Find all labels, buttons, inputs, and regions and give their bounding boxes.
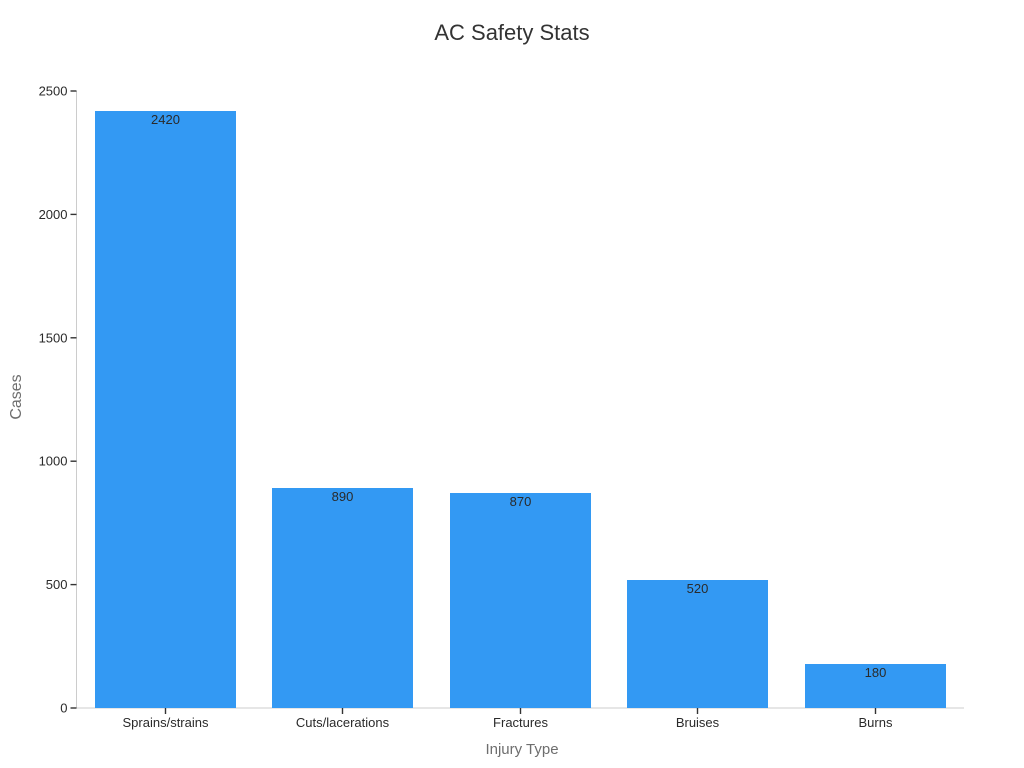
svg-text:1500: 1500	[39, 330, 68, 345]
svg-text:2000: 2000	[39, 207, 68, 222]
svg-text:Injury Type: Injury Type	[485, 741, 558, 758]
svg-text:890: 890	[332, 489, 354, 504]
svg-text:0: 0	[60, 701, 67, 716]
svg-text:Cuts/lacerations: Cuts/lacerations	[296, 715, 390, 730]
svg-text:2420: 2420	[151, 112, 180, 127]
svg-text:180: 180	[865, 665, 887, 680]
svg-text:Fractures: Fractures	[493, 715, 548, 730]
svg-text:1000: 1000	[39, 454, 68, 469]
svg-text:2500: 2500	[39, 84, 68, 99]
svg-text:520: 520	[687, 581, 709, 596]
svg-text:Burns: Burns	[859, 715, 893, 730]
svg-text:870: 870	[510, 494, 532, 509]
svg-text:500: 500	[46, 577, 68, 592]
svg-text:Sprains/strains: Sprains/strains	[123, 715, 209, 730]
svg-text:Cases: Cases	[8, 374, 25, 419]
svg-text:Bruises: Bruises	[676, 715, 720, 730]
